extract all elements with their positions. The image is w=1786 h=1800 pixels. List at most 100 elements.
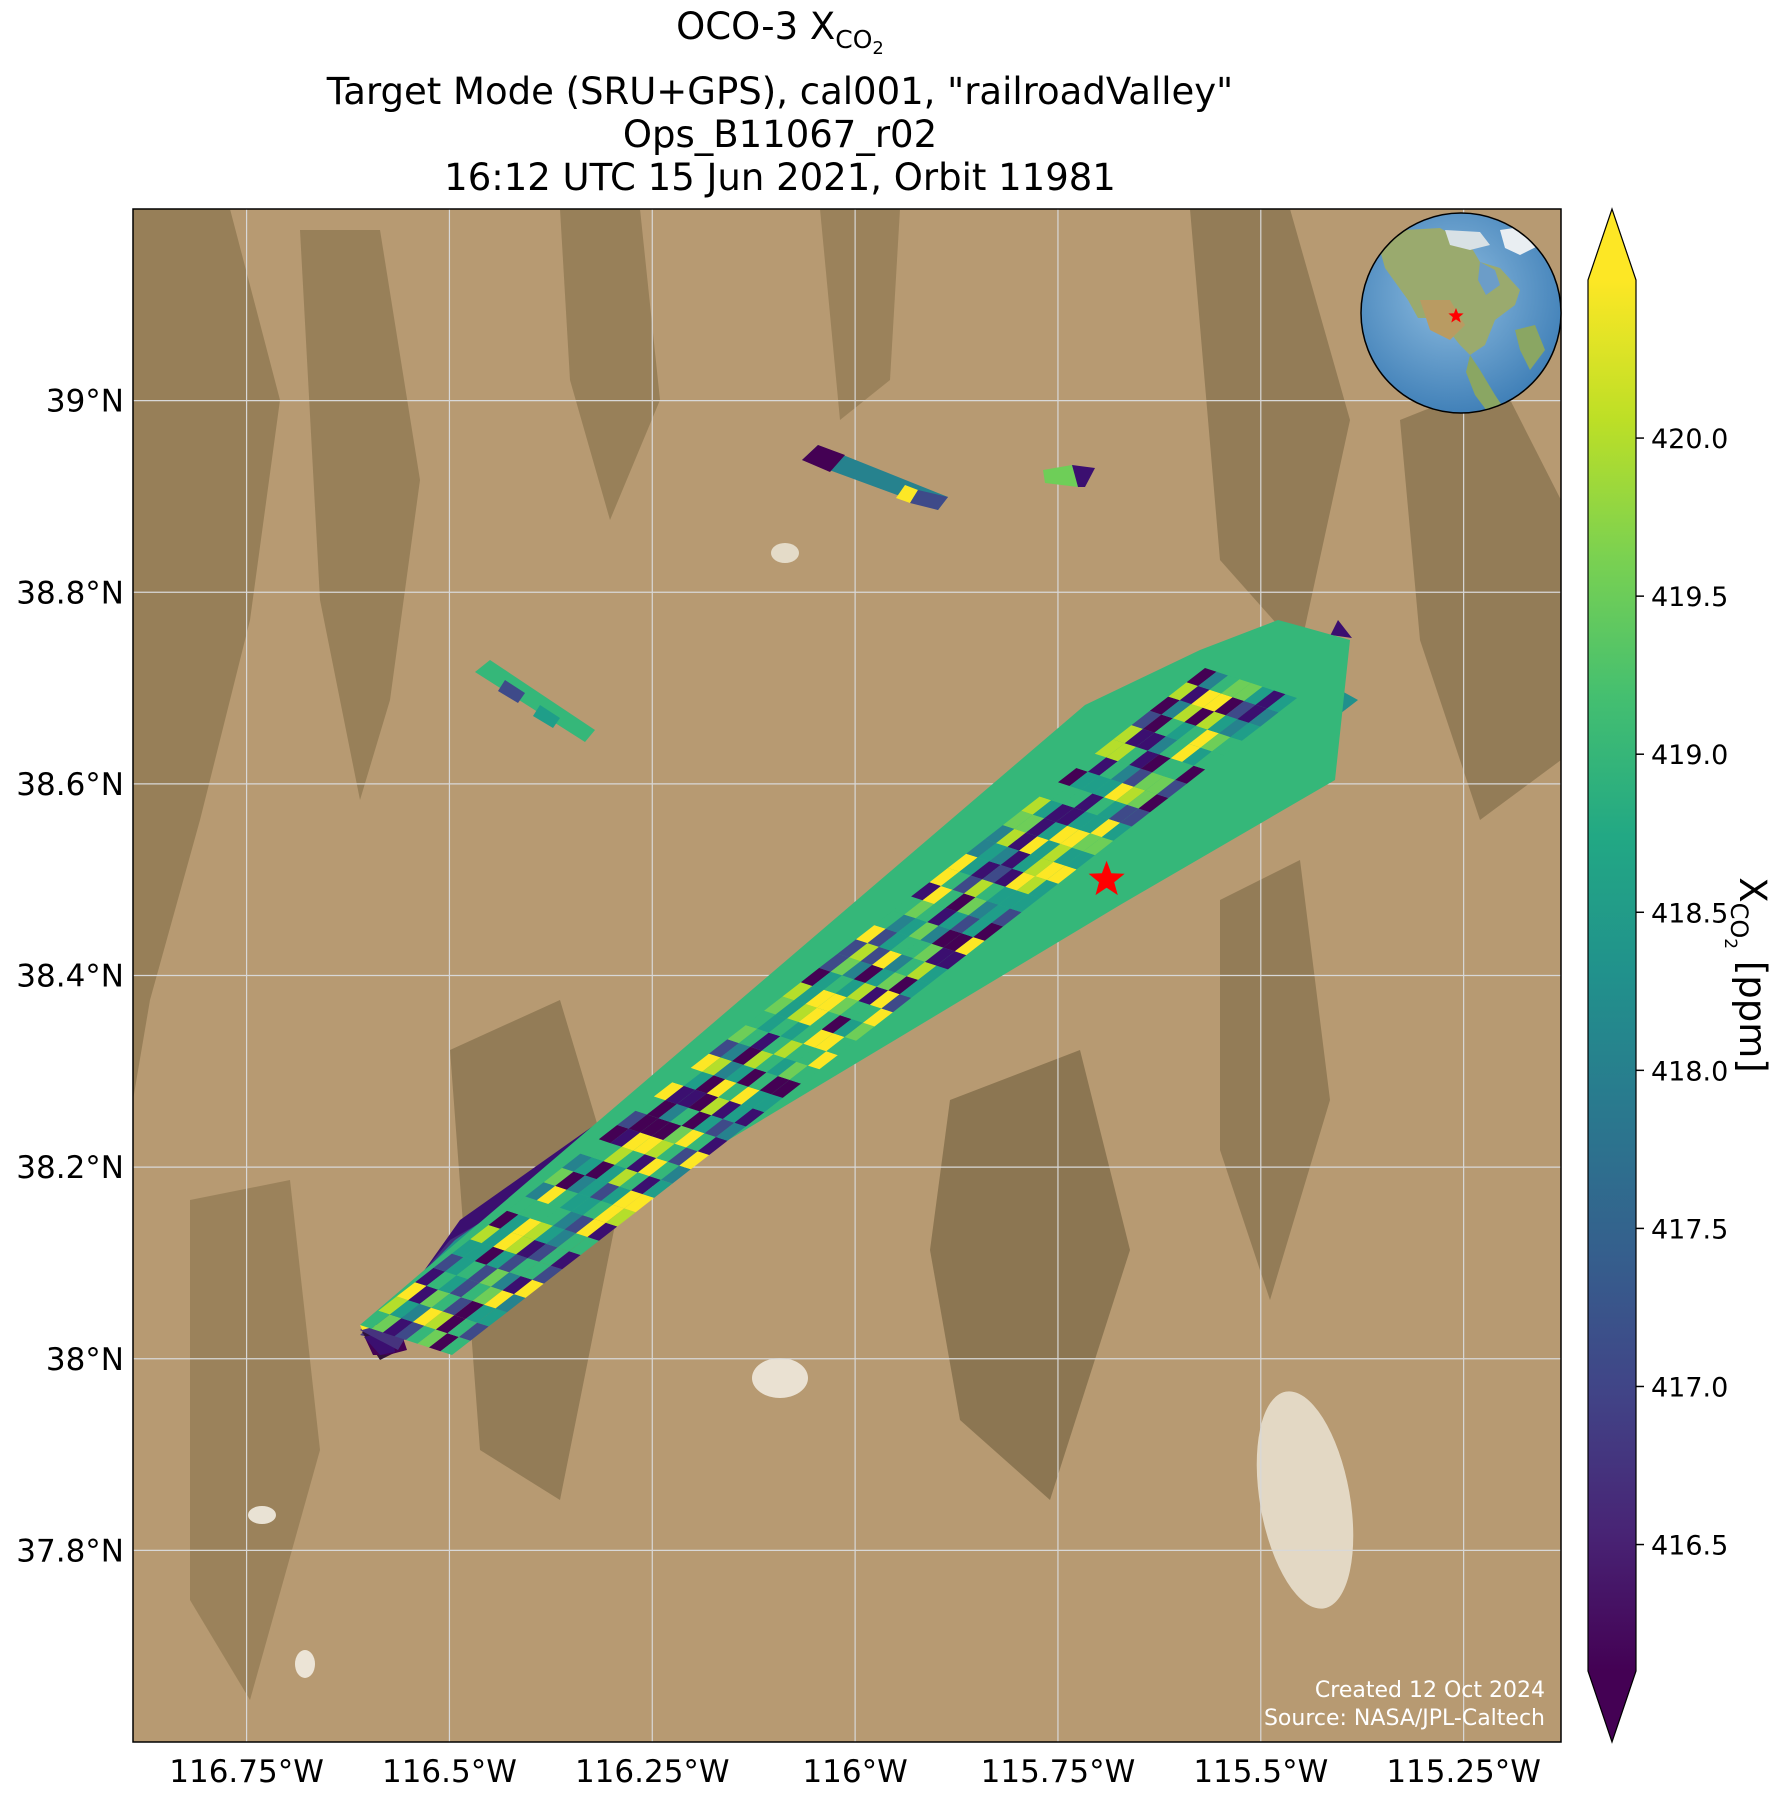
swath-cell <box>1039 782 1070 801</box>
swath-cell <box>530 1204 560 1222</box>
lat-tick-label: 38.4°N <box>16 959 124 995</box>
swath-cell <box>775 1000 806 1019</box>
swath-cell <box>631 1176 661 1195</box>
swath-cell <box>1094 739 1125 758</box>
longitude-tick-labels: 116.75°W 116.5°W 116.25°W 116°W 115.75°W 115.… <box>169 1754 1541 1790</box>
swath-cell <box>1191 689 1222 708</box>
swath-cell <box>653 1082 684 1101</box>
swath-cell <box>695 1075 726 1094</box>
swath-cell <box>470 1225 501 1244</box>
swath-cell <box>1000 850 1031 869</box>
swath-cell <box>741 1090 772 1109</box>
swath-cell <box>686 1133 716 1152</box>
swath-cell <box>980 904 1010 923</box>
swath-cell <box>784 1043 815 1062</box>
swath-cell <box>610 1128 641 1147</box>
swath-cell <box>872 950 902 969</box>
swath-cell <box>899 979 930 998</box>
xco2-swath-cells <box>360 668 1297 1355</box>
swath-cell <box>1071 833 1102 852</box>
swath-cell <box>1106 743 1137 762</box>
colorbar-tick-label: 417.5 <box>1651 1214 1728 1245</box>
swath-cell <box>424 1311 455 1330</box>
swath-cell <box>500 1214 530 1233</box>
swath-cell <box>1168 682 1199 701</box>
swath-cell <box>853 964 884 983</box>
swath-cell <box>748 1072 778 1091</box>
swath-cell <box>1007 832 1038 851</box>
swath-cell <box>1175 765 1206 784</box>
swath-cell <box>532 1265 563 1284</box>
swath-cell <box>612 1190 643 1209</box>
swath-cell <box>1014 814 1045 833</box>
swath-cell <box>729 1086 760 1105</box>
swath-cell <box>1182 747 1212 766</box>
lon-tick-label: 115.75°W <box>981 1754 1136 1790</box>
swath-cell <box>840 1001 870 1019</box>
swath-cell <box>885 914 916 933</box>
swath-cell <box>454 1300 485 1319</box>
globe-inset <box>1360 212 1562 414</box>
swath-cell <box>1058 768 1088 786</box>
swath-cell <box>1067 811 1098 830</box>
swath-cell <box>920 925 951 944</box>
swath-cell <box>810 1011 840 1030</box>
swath-cell <box>1035 861 1066 880</box>
colorbar-tick-label: 419.5 <box>1651 582 1728 613</box>
swath-cell <box>773 1040 804 1059</box>
swath-cell <box>780 1022 811 1041</box>
swath-cell <box>477 1308 508 1327</box>
swath-cell <box>1237 704 1268 723</box>
swath-cell <box>1248 708 1279 727</box>
swath-cell <box>658 1104 689 1122</box>
swath-cell <box>849 943 879 962</box>
map-frame <box>132 208 1562 1743</box>
swath-cell <box>580 1139 611 1158</box>
swath-cell <box>1230 722 1261 741</box>
swath-cell <box>431 1293 462 1312</box>
swath-cell <box>605 1208 636 1227</box>
swath-cell <box>451 1239 482 1258</box>
swath-cell <box>791 1025 822 1044</box>
colorbar-ticks: 416.5 417.0 417.5 418.0 418.5 419.0 419.5 420.0 <box>1636 424 1728 1562</box>
swath-cell <box>982 864 1013 883</box>
swath-cell <box>601 1186 632 1205</box>
swath-cell <box>1214 697 1245 716</box>
swath-cell <box>458 1322 489 1341</box>
swath-cell <box>716 1122 746 1141</box>
swath-cell <box>389 1300 420 1319</box>
swath-cell <box>954 937 985 956</box>
swath-cell <box>1032 800 1063 819</box>
swath-cell <box>621 1132 652 1151</box>
swath-cell <box>440 1337 471 1355</box>
lat-tick-label: 38.6°N <box>16 767 124 803</box>
swath-cell <box>993 868 1024 887</box>
swath-cell <box>573 1157 604 1176</box>
swath-cell <box>548 1189 579 1208</box>
swath-cell <box>1065 851 1095 870</box>
swath-cell <box>1048 825 1079 844</box>
swath-cell <box>1025 818 1056 837</box>
swath-cell <box>984 825 1015 844</box>
swath-cell <box>925 947 955 966</box>
swath-cell <box>587 1222 618 1241</box>
swath-cell <box>619 1172 650 1191</box>
swath-cell <box>1179 686 1210 705</box>
swath-cell <box>867 928 898 947</box>
swath-cell <box>681 1111 712 1130</box>
map-title: OCO-3 XCO2 Target Mode (SRU+GPS), cal001… <box>0 5 1560 199</box>
swath-cell <box>1062 789 1093 808</box>
swath-cell <box>844 1022 875 1041</box>
swath-cell <box>1099 761 1130 780</box>
swath-cell <box>449 1279 480 1298</box>
swath-cell <box>1221 679 1251 698</box>
swath-cell <box>408 1285 439 1304</box>
colorbar-extend-max <box>1588 209 1636 280</box>
swath-cell <box>1161 700 1192 719</box>
swath-cell <box>1115 786 1146 805</box>
swath-cell <box>782 982 813 1001</box>
globe-target-star-marker <box>1448 308 1464 323</box>
swath-cell <box>564 1215 595 1234</box>
swath-cell <box>697 1137 728 1155</box>
swath-cell <box>851 1004 882 1023</box>
